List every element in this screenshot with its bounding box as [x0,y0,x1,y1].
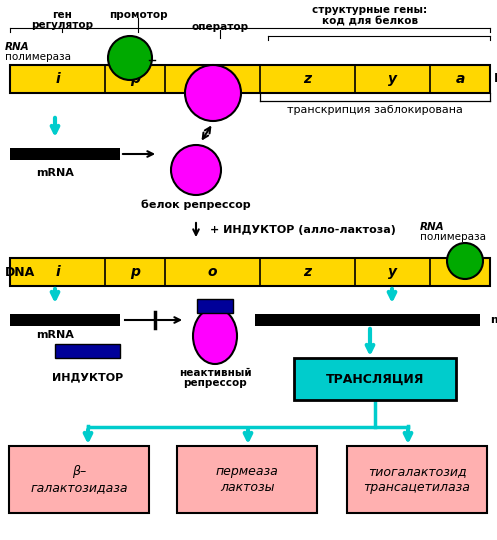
Text: ТРАНСЛЯЦИЯ: ТРАНСЛЯЦИЯ [326,373,424,386]
Text: структурные гены:: структурные гены: [313,5,427,15]
Bar [197,299,233,313]
Text: галактозидаза: галактозидаза [30,481,128,494]
Bar [10,258,490,286]
Text: промотор: промотор [109,10,167,20]
Text: + ИНДУКТОР (алло-лактоза): + ИНДУКТОР (алло-лактоза) [210,225,396,235]
Text: лактозы: лактозы [220,481,274,494]
Text: репрессор: репрессор [183,378,247,388]
Text: полимераза: полимераза [420,232,486,242]
Text: i: i [55,72,60,86]
Text: оператор: оператор [191,22,248,32]
Text: транскрипция заблокирована: транскрипция заблокирована [287,105,463,115]
Text: DNA: DNA [494,72,497,85]
Text: z: z [304,265,312,279]
Text: белок репрессор: белок репрессор [141,200,251,211]
Circle shape [108,36,152,80]
Text: o: o [208,72,217,86]
Text: y: y [388,72,397,86]
FancyBboxPatch shape [347,446,487,513]
Text: RNA: RNA [420,222,445,232]
Text: mRNA: mRNA [490,315,497,325]
Text: y: y [388,265,397,279]
Circle shape [171,145,221,195]
Text: регулятор: регулятор [31,20,93,30]
Text: mRNA: mRNA [36,168,74,178]
Text: ИНДУКТОР: ИНДУКТОР [52,372,124,382]
FancyBboxPatch shape [9,446,149,513]
Circle shape [185,65,241,121]
Bar [255,314,480,326]
Bar [10,314,120,326]
Bar [10,65,490,93]
Text: o: o [208,265,217,279]
Bar [55,344,120,358]
Text: i: i [55,265,60,279]
Text: mRNA: mRNA [36,330,74,340]
FancyBboxPatch shape [177,446,317,513]
FancyBboxPatch shape [294,358,456,400]
Text: a: a [455,72,465,86]
Text: пермеаза: пермеаза [216,465,278,478]
Ellipse shape [193,308,237,364]
Text: трансацетилаза: трансацетилаза [364,481,471,494]
Text: a: a [455,265,465,279]
Text: p: p [130,72,140,86]
Text: неактивный: неактивный [179,368,251,378]
Text: DNA: DNA [5,266,35,279]
Text: код для белков: код для белков [322,16,418,26]
Circle shape [447,243,483,279]
Text: z: z [304,72,312,86]
Text: β–: β– [72,465,86,478]
Text: p: p [130,265,140,279]
Text: RNA: RNA [5,42,30,52]
Text: полимераза: полимераза [5,52,71,62]
Text: ген: ген [52,10,72,20]
Text: тиогалактозид: тиогалактозид [368,465,466,478]
Bar [10,148,120,160]
